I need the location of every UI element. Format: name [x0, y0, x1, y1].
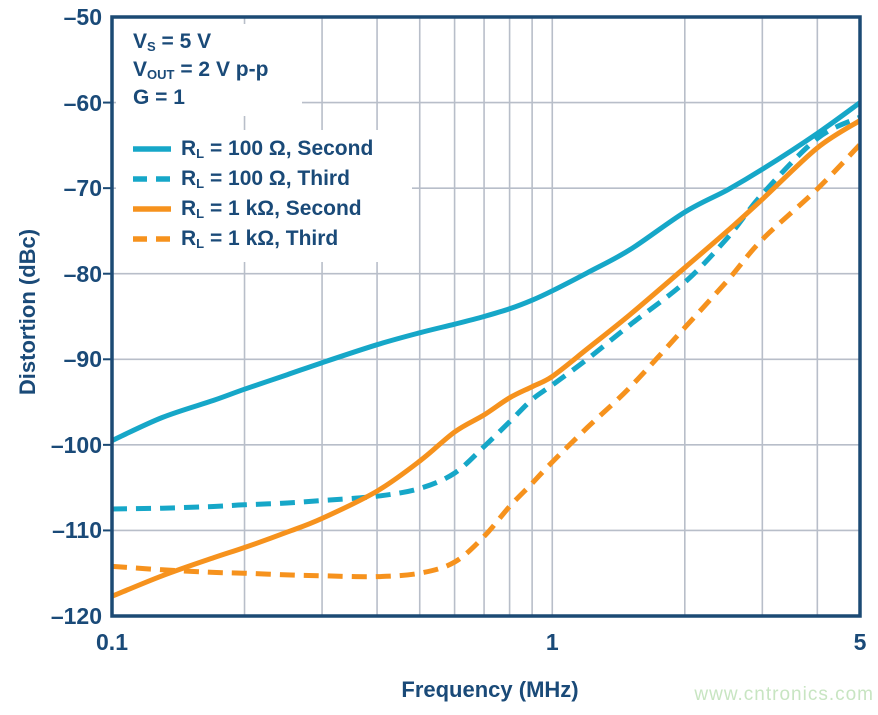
legend-item-100ohm-third: RL = 100 Ω, Third [133, 164, 412, 194]
data-curves-layer [110, 100, 862, 599]
x-tick-label: 5 [853, 629, 867, 655]
annotation-line-gain: G = 1 [133, 86, 185, 109]
y-tick-label: –50 [63, 4, 102, 30]
curve-rl-100-third [111, 114, 862, 512]
legend: RL = 100 Ω, Second RL = 100 Ω, Third RL … [116, 130, 412, 262]
annotation-line-vs: VS = 5 V [133, 30, 212, 54]
y-tick-label: –60 [63, 89, 102, 116]
x-axis-title: Frequency (MHz) [401, 677, 579, 702]
legend-label: RL = 100 Ω, Second [181, 137, 374, 161]
conditions-annotation: VS = 5 V VOUT = 2 V p-p G = 1 [116, 24, 302, 116]
legend-item-100ohm-second: RL = 100 Ω, Second [133, 134, 412, 164]
annotation-line-vout: VOUT = 2 V p-p [133, 58, 269, 82]
legend-swatch-dashed-orange [133, 236, 171, 242]
curve-rl-1-k-second [111, 118, 862, 599]
y-tick-label: –120 [50, 603, 102, 629]
legend-swatch-solid-teal [133, 146, 171, 152]
legend-label: RL = 1 kΩ, Second [181, 197, 362, 221]
y-tick-label: –100 [50, 431, 102, 458]
y-tick-label: –90 [63, 346, 102, 373]
y-tick-label: –70 [63, 175, 102, 202]
curve-rl-100-second [110, 100, 862, 443]
legend-swatch-solid-orange [133, 206, 171, 212]
x-tick-label: 1 [545, 629, 559, 655]
y-tick-label: –110 [52, 517, 102, 544]
curve-rl-1-k-third [111, 142, 862, 580]
plot-frame [110, 15, 862, 618]
axis-ticks-layer [103, 101, 111, 532]
legend-label: RL = 100 Ω, Third [181, 167, 350, 191]
legend-item-1kohm-third: RL = 1 kΩ, Third [133, 224, 412, 254]
y-tick-label: –80 [63, 260, 102, 287]
watermark: www.cntronics.com [694, 684, 874, 705]
legend-label: RL = 1 kΩ, Third [181, 227, 339, 251]
legend-item-1kohm-second: RL = 1 kΩ, Second [133, 194, 412, 224]
y-axis-title: Distortion (dBc) [15, 228, 40, 396]
x-tick-label: 0.1 [96, 629, 128, 655]
legend-swatch-dashed-teal [133, 176, 171, 182]
